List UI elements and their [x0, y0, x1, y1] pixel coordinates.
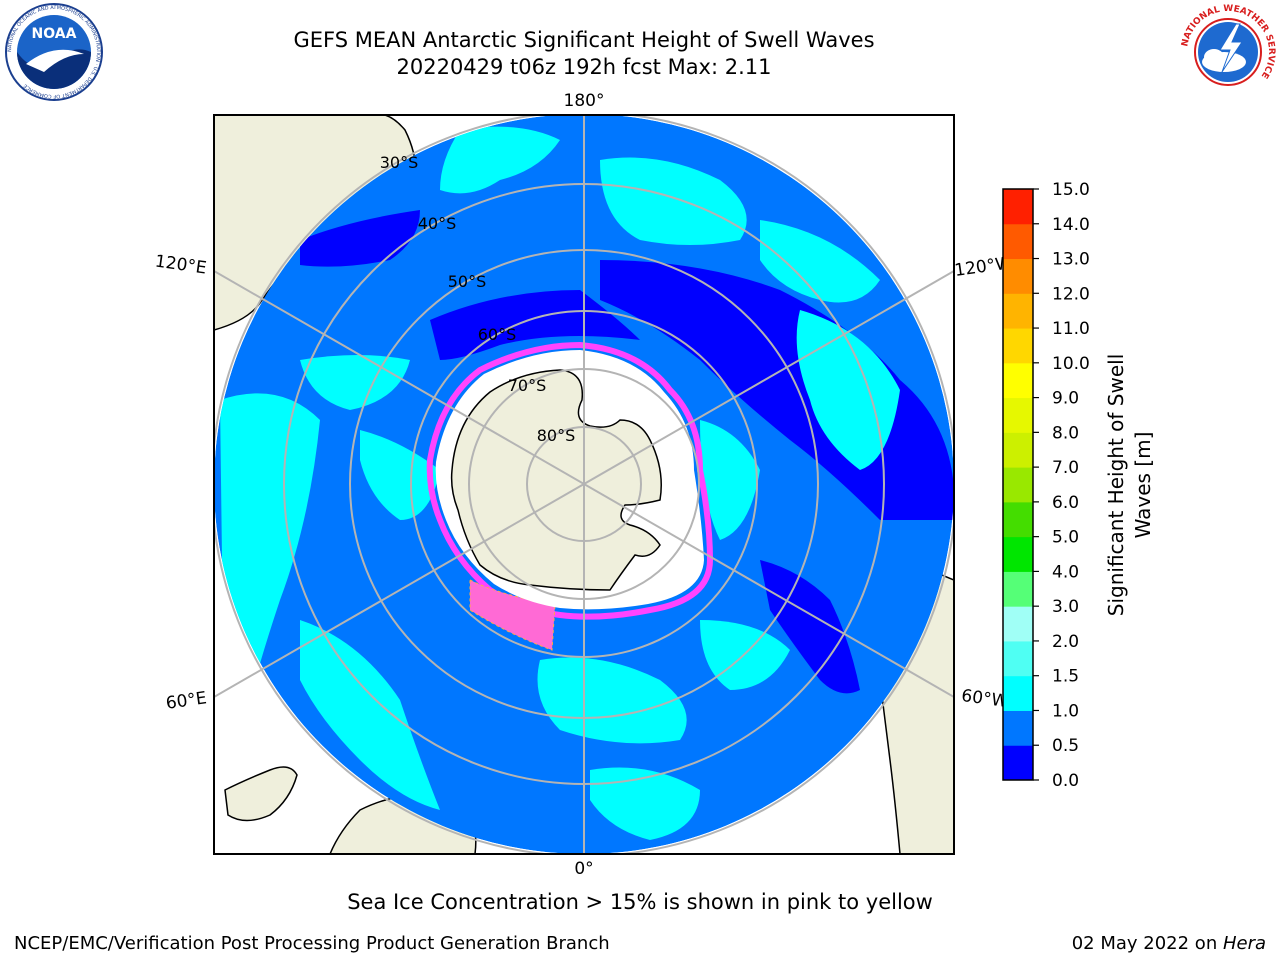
colorbar-swatch: [1003, 640, 1033, 677]
map-panel: [214, 115, 954, 854]
colorbar-label-line2: Waves [m]: [1131, 432, 1155, 539]
colorbar-tick-label: 15.0: [1052, 180, 1090, 200]
colorbar-swatch: [1003, 189, 1033, 225]
colorbar-tick-label: 12.0: [1052, 284, 1090, 304]
colorbar-swatch: [1003, 328, 1033, 364]
colorbar-swatch: [1003, 710, 1033, 746]
colorbar-tick-label: 3.0: [1052, 597, 1079, 617]
colorbar-swatch: [1003, 397, 1033, 433]
colorbar-tick-label: 14.0: [1052, 215, 1090, 235]
lon-label-lower-right: 60°W: [960, 686, 1009, 712]
lat-label-70s: 70°S: [508, 376, 547, 395]
sea-ice: [426, 341, 714, 651]
svg-text:NOAA: NOAA: [32, 26, 77, 42]
footer-machine: Hera: [1222, 933, 1266, 954]
lat-label-80s: 80°S: [537, 426, 576, 445]
colorbar-tick-label: 4.0: [1052, 562, 1079, 582]
lat-label-30s: 30°S: [380, 153, 419, 172]
colorbar-tick-label: 13.0: [1052, 250, 1090, 270]
colorbar-tick-label: 10.0: [1052, 354, 1090, 374]
lon-label-top: 180°: [564, 91, 605, 111]
lat-label-40s: 40°S: [418, 214, 457, 233]
lon-label-lower-left: 60°E: [165, 688, 208, 713]
colorbar-tick-label: 8.0: [1052, 423, 1079, 443]
colorbar-frame: [1002, 188, 1034, 781]
colorbar-tick-label: 0.5: [1052, 736, 1079, 756]
colorbar-swatch: [1003, 571, 1033, 607]
colorbar-swatch: [1003, 467, 1033, 503]
colorbar-tick-label: 2.0: [1052, 632, 1079, 652]
colorbar-tick-label: 7.0: [1052, 458, 1079, 478]
colorbar-swatch: [1003, 745, 1033, 781]
lat-label-60s: 60°S: [478, 325, 517, 344]
colorbar: 0.0 0.5 1.0 1.5 2.0 3.0 4.0 5.0 6.0 7.0 8.0 9.0 10.0…: [1003, 180, 1090, 791]
nws-logo: NATIONAL WEATHER SERVICE: [1180, 4, 1276, 100]
colorbar-swatch: [1003, 536, 1033, 572]
lon-label-bottom: 0°: [574, 859, 593, 879]
graticule: [214, 115, 954, 854]
colorbar-swatch: [1003, 258, 1033, 294]
caption: Sea Ice Concentration > 15% is shown in …: [347, 890, 933, 914]
footer-date: 02 May 2022 on Hera: [1072, 933, 1266, 954]
chart-subtitle: 20220429 t06z 192h fcst Max: 2.11: [396, 55, 772, 79]
colorbar-tick-label: 9.0: [1052, 389, 1079, 409]
colorbar-swatch: [1003, 675, 1033, 711]
colorbar-tick-label: 11.0: [1052, 319, 1090, 339]
footer-date-text: 02 May 2022 on: [1071, 933, 1223, 954]
noaa-logo: NOAA NATIONAL OCEANIC AND ATMOSPHERIC AD…: [5, 3, 103, 101]
colorbar-tick-label: 0.0: [1052, 771, 1079, 791]
lon-label-upper-left: 120°E: [154, 252, 208, 279]
map-frame: [213, 114, 955, 855]
colorbar-swatch: [1003, 293, 1033, 329]
colorbar-label-line1: Significant Height of Swell: [1104, 354, 1128, 616]
lat-label-50s: 50°S: [448, 272, 487, 291]
colorbar-tick-label: 6.0: [1052, 493, 1079, 513]
colorbar-swatch: [1003, 362, 1033, 399]
colorbar-swatch: [1003, 223, 1033, 260]
colorbar-tick-label: 5.0: [1052, 528, 1079, 548]
colorbar-swatch: [1003, 432, 1033, 468]
colorbar-swatch: [1003, 501, 1033, 538]
chart-title: GEFS MEAN Antarctic Significant Height o…: [293, 28, 875, 52]
footer-credit: NCEP/EMC/Verification Post Processing Pr…: [14, 933, 610, 954]
colorbar-swatch: [1003, 606, 1033, 642]
colorbar-tick-label: 1.5: [1052, 667, 1079, 687]
colorbar-tick-label: 1.0: [1052, 701, 1079, 721]
